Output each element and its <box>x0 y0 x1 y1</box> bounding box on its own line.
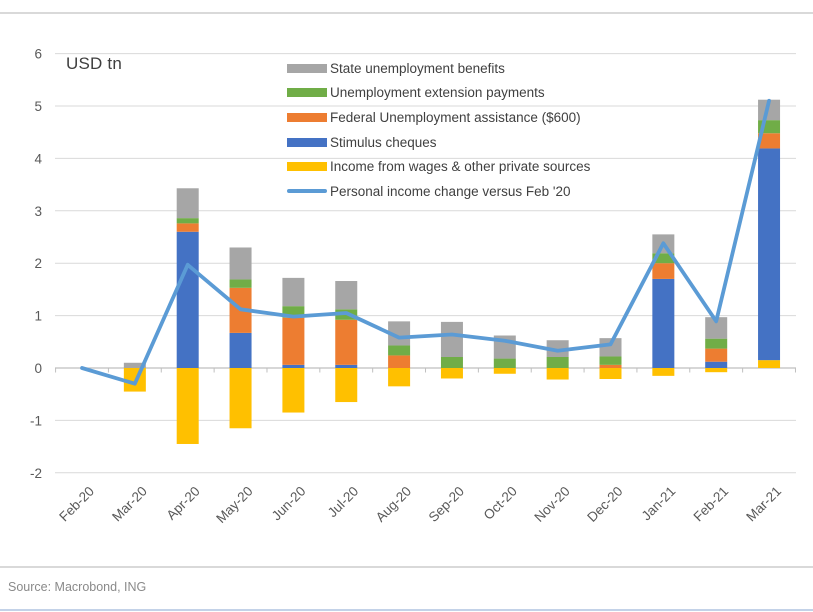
legend-label: Personal income change versus Feb '20 <box>330 183 571 199</box>
y-axis-tick-label: 1 <box>34 309 42 324</box>
bar-segment <box>493 358 516 368</box>
bar-segment <box>758 99 781 121</box>
bar-segment <box>546 356 569 368</box>
legend-label: Federal Unemployment assistance ($600) <box>330 109 581 125</box>
x-axis-category-label: Feb-21 <box>690 484 731 525</box>
chart-legend: State unemployment benefits Unemployment … <box>287 56 590 204</box>
bar-segment <box>282 277 305 307</box>
legend-item: Federal Unemployment assistance ($600) <box>287 105 590 130</box>
bar-segment <box>599 338 622 357</box>
bar-segment <box>282 364 305 368</box>
legend-item: Income from wages & other private source… <box>287 154 590 179</box>
bar-segment <box>440 321 463 357</box>
bar-segment <box>176 223 199 232</box>
x-axis-category-label: Dec-20 <box>584 484 625 525</box>
x-axis-category-label: Mar-20 <box>109 484 150 525</box>
top-divider <box>0 12 813 14</box>
x-axis-category-label: Aug-20 <box>373 484 414 525</box>
bar-segment <box>282 306 305 318</box>
bar-segment <box>652 368 675 376</box>
x-axis-category-label: Apr-20 <box>164 484 203 523</box>
x-axis-category-label: Oct-20 <box>481 484 520 523</box>
y-axis-tick-label: 4 <box>34 151 42 166</box>
bar-segment <box>599 368 622 380</box>
bar-segment <box>705 348 728 362</box>
x-axis-category-label: Nov-20 <box>531 484 572 525</box>
legend-line-swatch-icon <box>287 189 327 194</box>
bar-segment <box>335 281 358 310</box>
y-axis-tick-label: -1 <box>30 413 42 428</box>
bar-segment <box>176 368 199 444</box>
legend-label: Unemployment extension payments <box>330 85 545 101</box>
x-axis-category-label: Jan-21 <box>639 484 679 524</box>
bar-segment <box>705 317 728 339</box>
bar-segment <box>176 231 199 368</box>
y-axis-tick-label: 5 <box>34 99 42 114</box>
bar-segment <box>123 362 146 368</box>
bar-segment <box>440 368 463 379</box>
legend-item: State unemployment benefits <box>287 56 590 81</box>
bar-segment <box>546 340 569 357</box>
bar-segment <box>652 278 675 368</box>
bottom-divider <box>0 566 813 568</box>
bar-segment <box>758 133 781 149</box>
legend-color-swatch-icon <box>287 137 327 147</box>
bar-segment <box>758 148 781 361</box>
bar-segment <box>388 355 411 368</box>
bar-segment <box>599 356 622 365</box>
legend-label: Income from wages & other private source… <box>330 159 591 175</box>
legend-item: Personal income change versus Feb '20 <box>287 179 590 204</box>
chart-plot: 6 5 4 3 2 1 0 -1 -2 Feb-20 Mar-20 Apr-20 May-20 Jun-2… <box>30 47 796 526</box>
y-axis-tick-label: 6 <box>34 47 42 62</box>
bar-segment <box>229 247 252 280</box>
bar-segment <box>229 279 252 288</box>
bar-segment <box>335 364 358 368</box>
bar-segment <box>176 188 199 219</box>
bar-segment <box>652 253 675 264</box>
x-axis-category-label: Jul-20 <box>325 484 362 521</box>
legend-item: Unemployment extension payments <box>287 81 590 106</box>
x-axis-category-label: Sep-20 <box>426 484 467 525</box>
bar-segment <box>440 356 463 368</box>
x-axis-category-label: Mar-21 <box>743 484 784 525</box>
bar-segment <box>758 360 781 368</box>
bar-segment <box>335 368 358 403</box>
y-axis-unit-label: USD tn <box>66 54 122 73</box>
bar-segment <box>229 368 252 429</box>
bar-segment <box>546 368 569 380</box>
bar-segment <box>652 263 675 279</box>
legend-item: Stimulus cheques <box>287 130 590 155</box>
bar-segment <box>282 368 305 413</box>
bar-segment <box>229 332 252 368</box>
x-axis-category-label: Feb-20 <box>56 484 97 525</box>
bar-segment <box>335 319 358 365</box>
bar-segment <box>388 345 411 356</box>
bar-segment <box>388 368 411 387</box>
y-axis-tick-label: 0 <box>34 361 42 376</box>
bar-segment <box>388 321 411 346</box>
personal-income-line <box>80 98 771 386</box>
y-axis-tick-label: -2 <box>30 466 42 481</box>
bar-segment <box>282 317 305 365</box>
y-axis-tick-label: 2 <box>34 256 42 271</box>
legend-color-swatch-icon <box>287 63 327 73</box>
bar-segment <box>176 218 199 224</box>
x-axis-category-label: Jun-20 <box>269 484 309 524</box>
legend-color-swatch-icon <box>287 162 327 172</box>
legend-label: State unemployment benefits <box>330 60 505 76</box>
bar-segment <box>599 364 622 368</box>
bar-segment <box>705 361 728 368</box>
bar-segment <box>493 368 516 374</box>
legend-label: Stimulus cheques <box>330 134 437 150</box>
legend-color-swatch-icon <box>287 88 327 98</box>
x-axis-category-label: May-20 <box>213 484 255 526</box>
y-axis-tick-label: 3 <box>34 204 42 219</box>
bar-segment <box>705 368 728 373</box>
bar-segment <box>705 338 728 349</box>
source-caption: Source: Macrobond, ING <box>8 580 147 594</box>
page-bottom-accent-line <box>0 609 813 611</box>
legend-color-swatch-icon <box>287 112 327 122</box>
